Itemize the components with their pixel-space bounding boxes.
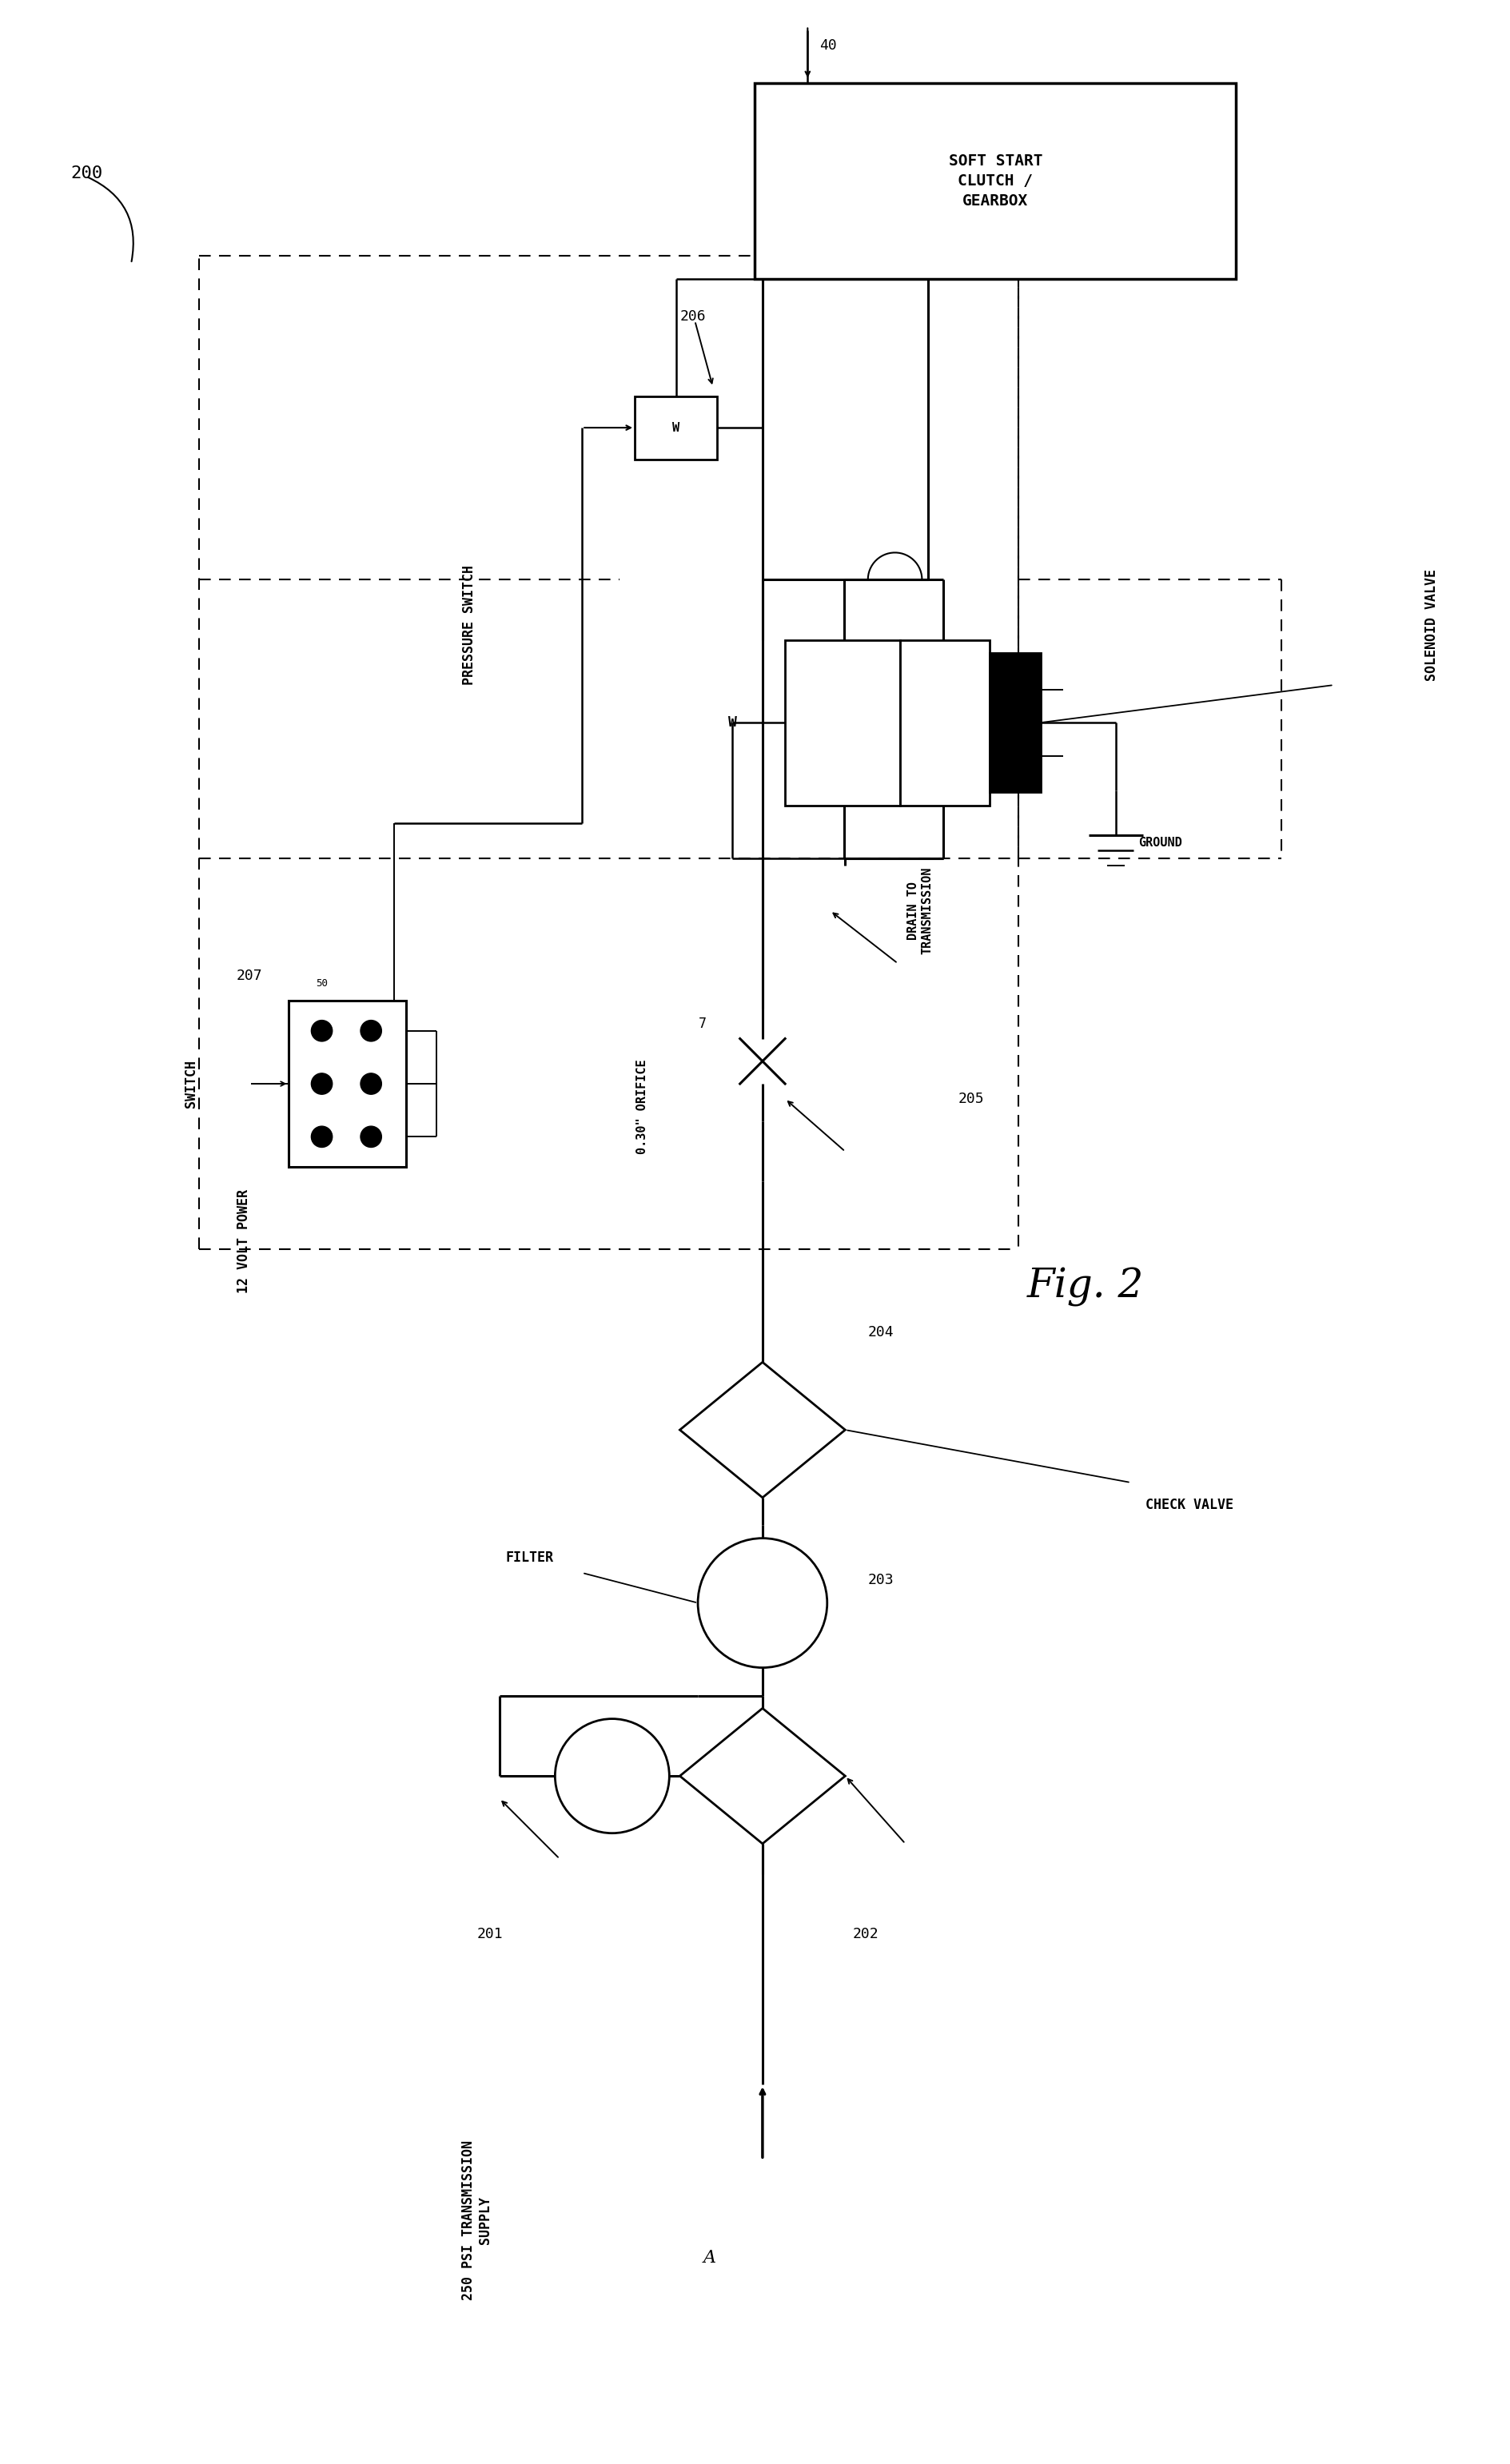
Bar — [634, 397, 717, 458]
Circle shape — [311, 1020, 332, 1042]
Text: 12 VOLT POWER: 12 VOLT POWER — [237, 1190, 251, 1294]
Text: 206: 206 — [680, 308, 705, 323]
Text: 250 PSI TRANSMISSION
SUPPLY: 250 PSI TRANSMISSION SUPPLY — [462, 2139, 492, 2299]
Text: SOLENOID VALVE: SOLENOID VALVE — [1424, 569, 1439, 680]
Text: 202: 202 — [853, 1927, 879, 1942]
Text: 50: 50 — [316, 978, 328, 988]
Text: GROUND: GROUND — [1139, 838, 1182, 850]
Text: SWITCH: SWITCH — [184, 1060, 198, 1109]
Circle shape — [311, 1074, 332, 1094]
Text: 207: 207 — [237, 968, 263, 983]
Bar — [755, 84, 1237, 278]
Text: W: W — [672, 421, 680, 434]
Text: FILTER: FILTER — [506, 1550, 554, 1565]
Circle shape — [361, 1074, 382, 1094]
Text: 40: 40 — [820, 39, 837, 52]
Text: DRAIN TO
TRANSMISSION: DRAIN TO TRANSMISSION — [908, 867, 933, 954]
Circle shape — [698, 1538, 827, 1668]
Circle shape — [311, 1126, 332, 1148]
Circle shape — [361, 1020, 382, 1042]
Text: PRESSURE SWITCH: PRESSURE SWITCH — [462, 564, 477, 685]
Text: 205: 205 — [957, 1092, 985, 1106]
Circle shape — [556, 1720, 669, 1833]
Polygon shape — [680, 1708, 846, 1843]
Bar — [288, 1000, 406, 1165]
Text: 201: 201 — [477, 1927, 503, 1942]
Bar — [785, 641, 900, 806]
Text: 0.30" ORIFICE: 0.30" ORIFICE — [636, 1060, 648, 1153]
Text: 200: 200 — [71, 165, 103, 182]
Circle shape — [361, 1126, 382, 1148]
Text: 203: 203 — [868, 1572, 894, 1587]
Bar — [989, 653, 1040, 791]
Polygon shape — [680, 1363, 846, 1498]
Text: 204: 204 — [868, 1326, 894, 1340]
Text: 7: 7 — [699, 1015, 707, 1030]
Text: Fig. 2: Fig. 2 — [1027, 1266, 1145, 1306]
Text: SOFT START
CLUTCH /
GEARBOX: SOFT START CLUTCH / GEARBOX — [948, 153, 1042, 209]
Text: A: A — [704, 2250, 716, 2267]
Text: W: W — [728, 715, 737, 729]
Text: CHECK VALVE: CHECK VALVE — [1146, 1498, 1234, 1513]
Bar — [900, 641, 989, 806]
